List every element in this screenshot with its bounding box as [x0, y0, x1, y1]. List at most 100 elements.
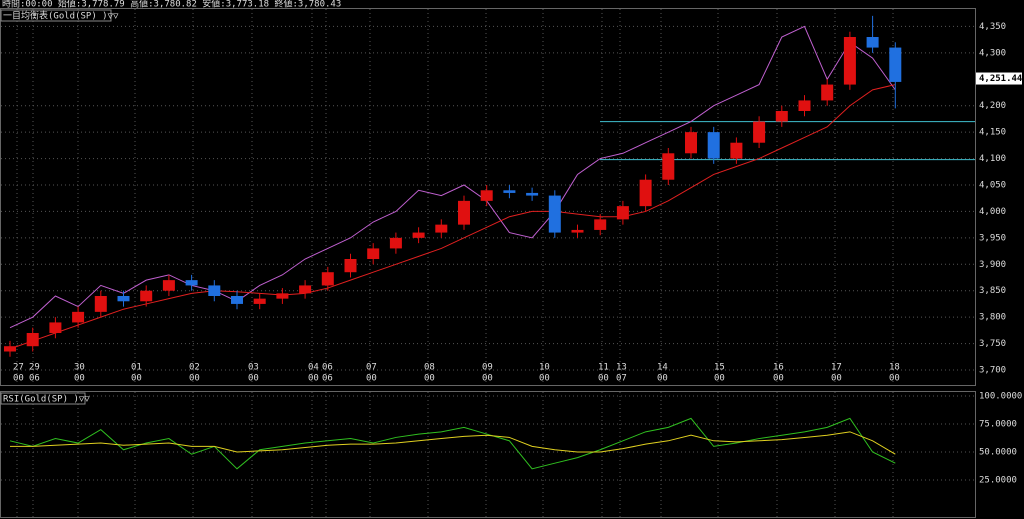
- x-tick-label: 08: [424, 363, 435, 373]
- ohlc-info: 時間:00:00 始値:3,778.79 高値:3,780.82 安値:3,77…: [2, 0, 341, 10]
- candle-body: [94, 296, 107, 312]
- candle-body: [616, 206, 629, 220]
- x-tick-label: 03: [248, 363, 259, 373]
- candle-body: [685, 132, 697, 154]
- candle-body: [49, 322, 62, 333]
- x-tick-sublabel: 00: [189, 374, 200, 384]
- x-tick-label: 29: [29, 363, 40, 373]
- x-tick-label: 15: [714, 363, 725, 373]
- x-tick-sublabel: 00: [657, 374, 668, 384]
- candle-body: [208, 285, 221, 296]
- x-tick-label: 09: [482, 363, 493, 373]
- x-tick-label: 04: [308, 363, 319, 373]
- candle-body: [775, 111, 788, 122]
- x-tick-label: 16: [773, 363, 784, 373]
- candle-body: [367, 248, 380, 259]
- candle-body: [821, 84, 834, 101]
- main-label[interactable]: 一目均衡表(Gold(SP) )▽▽: [3, 10, 119, 22]
- rsi-line: [9, 417, 896, 470]
- y-tick-label: 100.0000: [979, 392, 1022, 402]
- last-price-box: [976, 72, 1022, 85]
- last-price-label: 4,251.44: [979, 74, 1023, 84]
- x-tick-sublabel: 00: [831, 374, 842, 384]
- x-tick-label: 18: [889, 363, 900, 373]
- y-tick-label: 4,000: [979, 207, 1006, 217]
- x-tick-sublabel: 00: [539, 374, 550, 384]
- x-tick-label: 13: [616, 363, 627, 373]
- candle-body: [707, 132, 720, 159]
- indicator-line: [9, 25, 896, 329]
- candle-body: [480, 190, 493, 201]
- rsi-label[interactable]: RSI(Gold(SP) )▽▽: [3, 395, 90, 405]
- candle-body: [458, 200, 470, 225]
- x-tick-sublabel: 00: [598, 374, 609, 384]
- candle-body: [548, 195, 561, 233]
- x-tick-label: 10: [539, 363, 550, 373]
- y-tick-label: 4,350: [979, 22, 1006, 32]
- x-tick-label: 30: [74, 363, 85, 373]
- candle-body: [435, 224, 448, 233]
- candle-body: [185, 280, 198, 286]
- rsi-line: [10, 431, 896, 455]
- y-tick-label: 3,750: [979, 339, 1006, 349]
- rsi-label-box: [0, 392, 86, 405]
- x-tick-label: 14: [657, 363, 668, 373]
- candle-body: [662, 153, 675, 180]
- candle-body: [231, 296, 243, 304]
- candle-body: [730, 142, 743, 159]
- candle-body: [117, 296, 130, 302]
- x-tick-sublabel: 06: [29, 374, 40, 384]
- x-tick-label: 17: [831, 363, 842, 373]
- candle-body: [140, 290, 153, 302]
- x-tick-label: 11: [598, 363, 609, 373]
- y-tick-label: 25.0000: [979, 476, 1017, 486]
- y-tick-label: 75.0000: [979, 420, 1017, 430]
- x-tick-sublabel: 00: [773, 374, 784, 384]
- candle-body: [798, 100, 811, 111]
- x-tick-sublabel: 00: [366, 374, 377, 384]
- y-tick-label: 50.0000: [979, 448, 1017, 458]
- x-tick-sublabel: 00: [714, 374, 725, 384]
- candle-body: [594, 219, 607, 230]
- x-tick-sublabel: 00: [482, 374, 493, 384]
- main-label-box: [0, 9, 112, 22]
- candle-body: [162, 280, 175, 291]
- x-tick-sublabel: 00: [13, 374, 24, 384]
- candle-body: [344, 259, 357, 273]
- y-tick-label: 4,100: [979, 154, 1006, 164]
- candle-body: [503, 190, 516, 193]
- candle-body: [412, 232, 425, 238]
- y-tick-label: 3,800: [979, 313, 1006, 323]
- x-tick-sublabel: 06: [322, 374, 333, 384]
- x-tick-sublabel: 00: [131, 374, 142, 384]
- y-tick-label: 3,700: [979, 366, 1006, 376]
- x-tick-sublabel: 00: [308, 374, 319, 384]
- x-tick-label: 06: [322, 363, 333, 373]
- x-tick-sublabel: 00: [248, 374, 259, 384]
- indicator-line: [9, 84, 896, 350]
- candle-body: [571, 229, 584, 233]
- y-tick-label: 3,950: [979, 233, 1006, 243]
- candle-body: [253, 298, 266, 304]
- candle-body: [321, 272, 334, 286]
- x-tick-label: 01: [131, 363, 142, 373]
- candle-body: [889, 47, 902, 82]
- candle-body: [276, 293, 289, 299]
- x-tick-sublabel: 00: [424, 374, 435, 384]
- candle-body: [526, 192, 539, 196]
- rsi-frame: [0, 391, 976, 518]
- y-tick-label: 3,850: [979, 286, 1006, 296]
- candle-body: [72, 311, 85, 323]
- candle-body: [4, 346, 16, 352]
- y-tick-label: 4,300: [979, 48, 1006, 58]
- y-tick-label: 3,900: [979, 260, 1006, 270]
- candle-body: [26, 333, 39, 347]
- x-tick-label: 07: [366, 363, 377, 373]
- y-tick-label: 4,200: [979, 101, 1006, 111]
- y-tick-label: 4,050: [979, 181, 1006, 191]
- x-tick-label: 27: [13, 363, 24, 373]
- x-tick-sublabel: 00: [889, 374, 900, 384]
- candle-body: [866, 37, 879, 48]
